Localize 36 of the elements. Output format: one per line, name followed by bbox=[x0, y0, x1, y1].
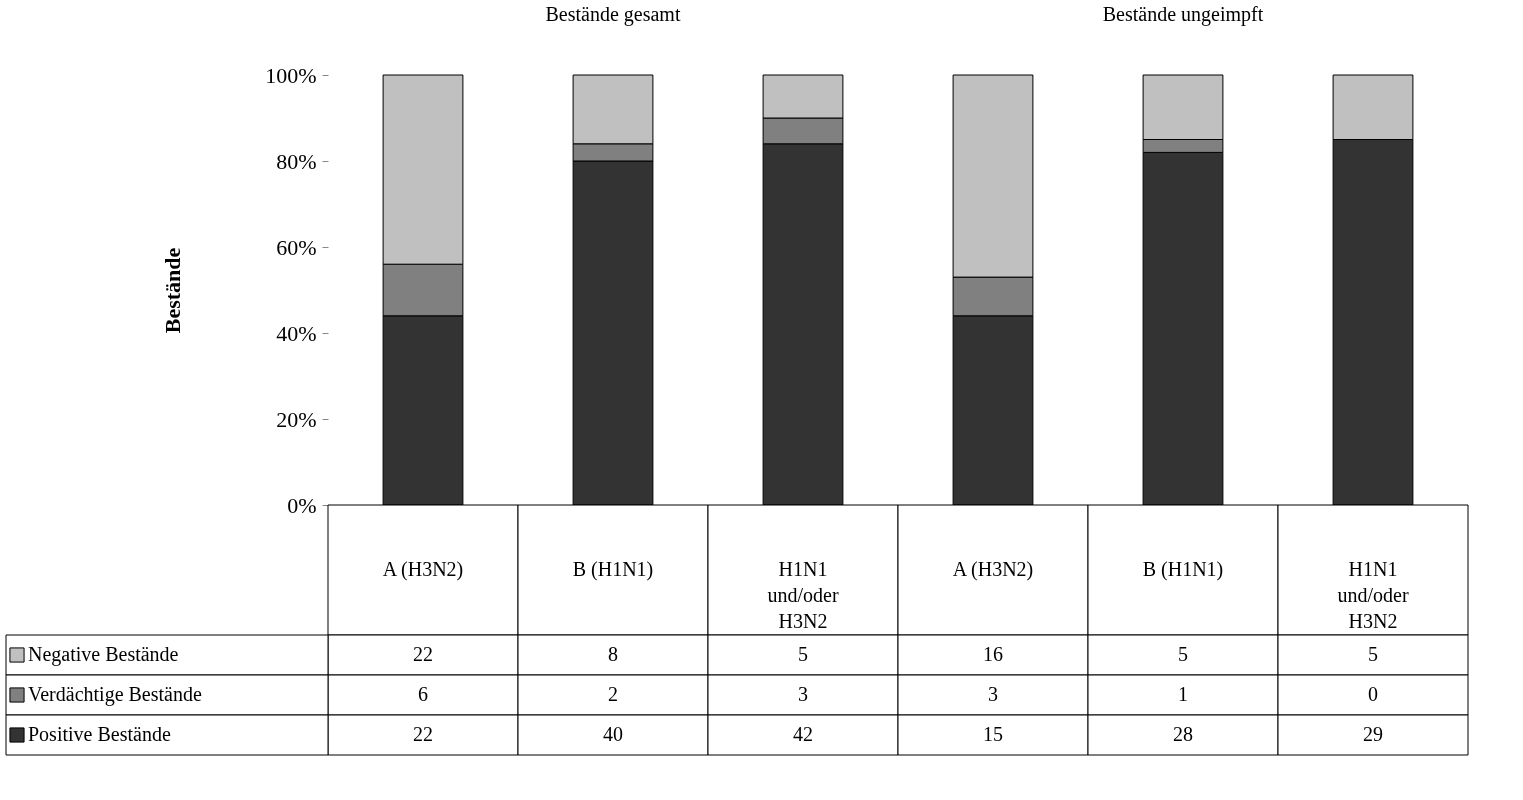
x-tick-label: B (H1N1) bbox=[572, 558, 654, 581]
text: 16 bbox=[983, 643, 1003, 665]
y-tick-label: 20% bbox=[276, 406, 317, 432]
text: 5 bbox=[798, 643, 808, 665]
y-tick-label: 80% bbox=[276, 148, 317, 174]
text: 3 bbox=[798, 683, 808, 705]
text: 15 bbox=[983, 723, 1003, 745]
x-tick-label: H1N1 und/oder H3N2 bbox=[1337, 558, 1409, 632]
text: 5 bbox=[1178, 643, 1188, 665]
text: 1 bbox=[1178, 683, 1188, 705]
y-tick-label: 60% bbox=[276, 234, 317, 260]
legend-label: Negative Bestände bbox=[28, 643, 179, 666]
text: 6 bbox=[418, 683, 428, 705]
x-tick-label: H1N1 und/oder H3N2 bbox=[767, 558, 839, 632]
text: 40 bbox=[603, 723, 623, 745]
text: Bestände gesamt bbox=[545, 3, 681, 26]
text: 5 bbox=[1368, 643, 1378, 665]
y-tick-label: 0% bbox=[287, 492, 317, 518]
text: 22 bbox=[413, 643, 433, 665]
text: 22 bbox=[413, 723, 433, 745]
x-tick-label: A (H3N2) bbox=[382, 558, 464, 581]
text: 29 bbox=[1363, 723, 1383, 745]
text: 0 bbox=[1368, 683, 1378, 705]
y-tick-label: 40% bbox=[276, 320, 317, 346]
text: 3 bbox=[988, 683, 998, 705]
text: 2 bbox=[608, 683, 618, 705]
text: Bestände ungeimpft bbox=[1102, 3, 1264, 26]
text: 28 bbox=[1173, 723, 1193, 745]
text: 42 bbox=[793, 723, 813, 745]
legend-label: Positive Bestände bbox=[28, 723, 171, 745]
text: 8 bbox=[608, 643, 618, 665]
y-tick-label: 100% bbox=[265, 62, 317, 88]
x-tick-label: A (H3N2) bbox=[952, 558, 1034, 581]
y-axis-title: Bestände bbox=[160, 247, 186, 334]
x-tick-label: B (H1N1) bbox=[1142, 558, 1224, 581]
legend-label: Verdächtige Bestände bbox=[28, 683, 202, 706]
